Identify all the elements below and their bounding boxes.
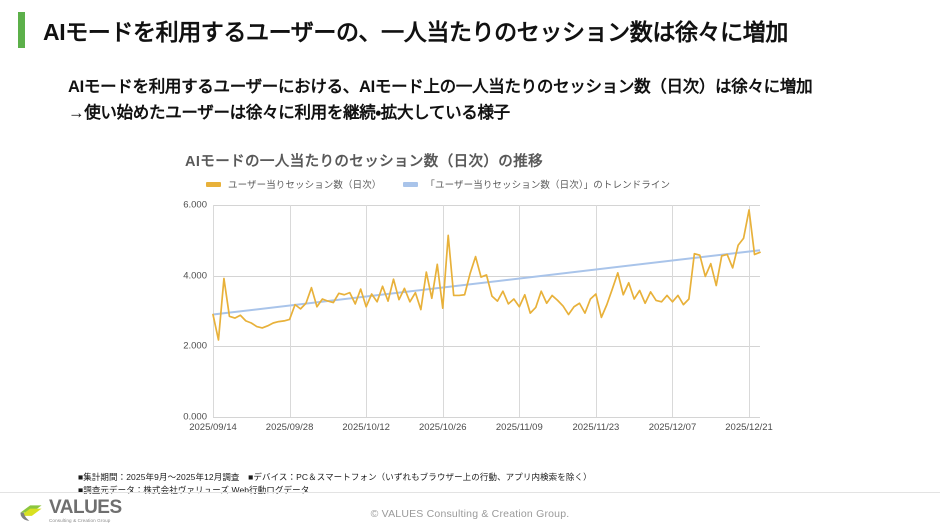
lead-paragraph: AIモードを利用するユーザーにおける、AIモード上の一人当たりのセッション数（日… bbox=[68, 74, 918, 126]
x-axis-tick-label: 2025/10/12 bbox=[342, 422, 390, 433]
brand-logo: VALUES Consulting & Creation Group bbox=[18, 498, 122, 524]
values-leaf-icon bbox=[20, 505, 42, 521]
lead-line-2: →使い始めたユーザーは徐々に利用を継続・拡大している様子 bbox=[68, 104, 510, 122]
x-axis-tick-label: 2025/10/26 bbox=[418, 422, 467, 433]
legend-swatch-trendline bbox=[403, 181, 419, 187]
copyright-text: © VALUES Consulting & Creation Group. bbox=[370, 508, 570, 520]
x-axis-tick-label: 2025/12/07 bbox=[648, 422, 697, 433]
x-axis-tick-label: 2025/11/09 bbox=[495, 422, 543, 433]
plot-area: 0.000 2.000 4.000 6.000 2025/09/14 2025/09/2… bbox=[183, 200, 773, 434]
legend-label-trendline: 「ユーザー当りセッション数（日次）」のトレンドライン bbox=[425, 180, 671, 191]
series-layer bbox=[212, 209, 761, 341]
trendline-path bbox=[212, 249, 761, 316]
x-axis-tick-label: 2025/09/28 bbox=[265, 422, 314, 433]
gridline-horizontal bbox=[213, 417, 760, 418]
gridline-vertical bbox=[289, 205, 291, 417]
brand-tagline: Consulting & Creation Group bbox=[49, 518, 111, 524]
x-axis-tick-label: 2025/11/23 bbox=[572, 422, 620, 433]
gridline-vertical bbox=[749, 205, 751, 417]
sessions-series-path bbox=[212, 209, 761, 341]
y-axis-tick-label: 0.000 bbox=[183, 411, 207, 423]
legend-item-sessions[interactable]: ユーザー当りセッション数（日次） bbox=[206, 177, 381, 191]
y-axis-tick-label: 4.000 bbox=[183, 270, 207, 282]
gridline-vertical bbox=[213, 205, 214, 417]
gridline-horizontal bbox=[213, 346, 760, 348]
chart-title: AIモードの一人当たりのセッション数（日次）の推移 bbox=[185, 154, 543, 170]
footnote-line-2: ■調査元データ：株式会社ヴァリューズ Web行動ログデータ bbox=[78, 485, 310, 495]
legend-label-sessions: ユーザー当りセッション数（日次） bbox=[228, 180, 382, 191]
plot-frame: 0.000 2.000 4.000 6.000 2025/09/14 2025/09/2… bbox=[180, 195, 780, 453]
chart-legend: ユーザー当りセッション数（日次） 「ユーザー当りセッション数（日次）」のトレンド… bbox=[206, 177, 780, 191]
x-axis-tick-label: 2025/12/21 bbox=[725, 422, 773, 433]
y-axis-tick-label: 6.000 bbox=[183, 199, 207, 211]
gridline-vertical bbox=[442, 205, 444, 417]
footnotes: ■集計期間：2025年9月〜2025年12月調査 ■デバイス：PC＆スマートフォ… bbox=[78, 471, 878, 497]
gridline-vertical bbox=[595, 205, 597, 417]
gridline-horizontal bbox=[213, 205, 760, 206]
lead-line-1: AIモードを利用するユーザーにおける、AIモード上の一人当たりのセッション数（日… bbox=[68, 78, 813, 96]
slide-title-bar: AIモードを利用するユーザーの、一人当たりのセッション数は徐々に増加 bbox=[0, 8, 940, 52]
legend-item-trendline[interactable]: 「ユーザー当りセッション数（日次）」のトレンドライン bbox=[403, 177, 670, 191]
footnote-line-1: ■集計期間：2025年9月〜2025年12月調査 ■デバイス：PC＆スマートフォ… bbox=[78, 472, 592, 482]
gridline-vertical bbox=[672, 205, 674, 417]
y-axis-tick-label: 2.000 bbox=[183, 340, 207, 352]
brand-text: VALUES Consulting & Creation Group bbox=[49, 498, 122, 524]
gridline-vertical bbox=[366, 205, 368, 417]
legend-swatch-sessions bbox=[206, 181, 221, 187]
x-axis-tick-label: 2025/09/14 bbox=[189, 422, 237, 433]
title-accent-bar bbox=[18, 12, 25, 48]
chart-container: AIモードの一人当たりのセッション数（日次）の推移 ユーザー当りセッション数（日… bbox=[180, 150, 780, 455]
footer-divider bbox=[0, 492, 940, 493]
page-title: AIモードを利用するユーザーの、一人当たりのセッション数は徐々に増加 bbox=[43, 19, 788, 45]
brand-wordmark: VALUES bbox=[49, 497, 122, 519]
gridline-vertical bbox=[519, 205, 521, 417]
